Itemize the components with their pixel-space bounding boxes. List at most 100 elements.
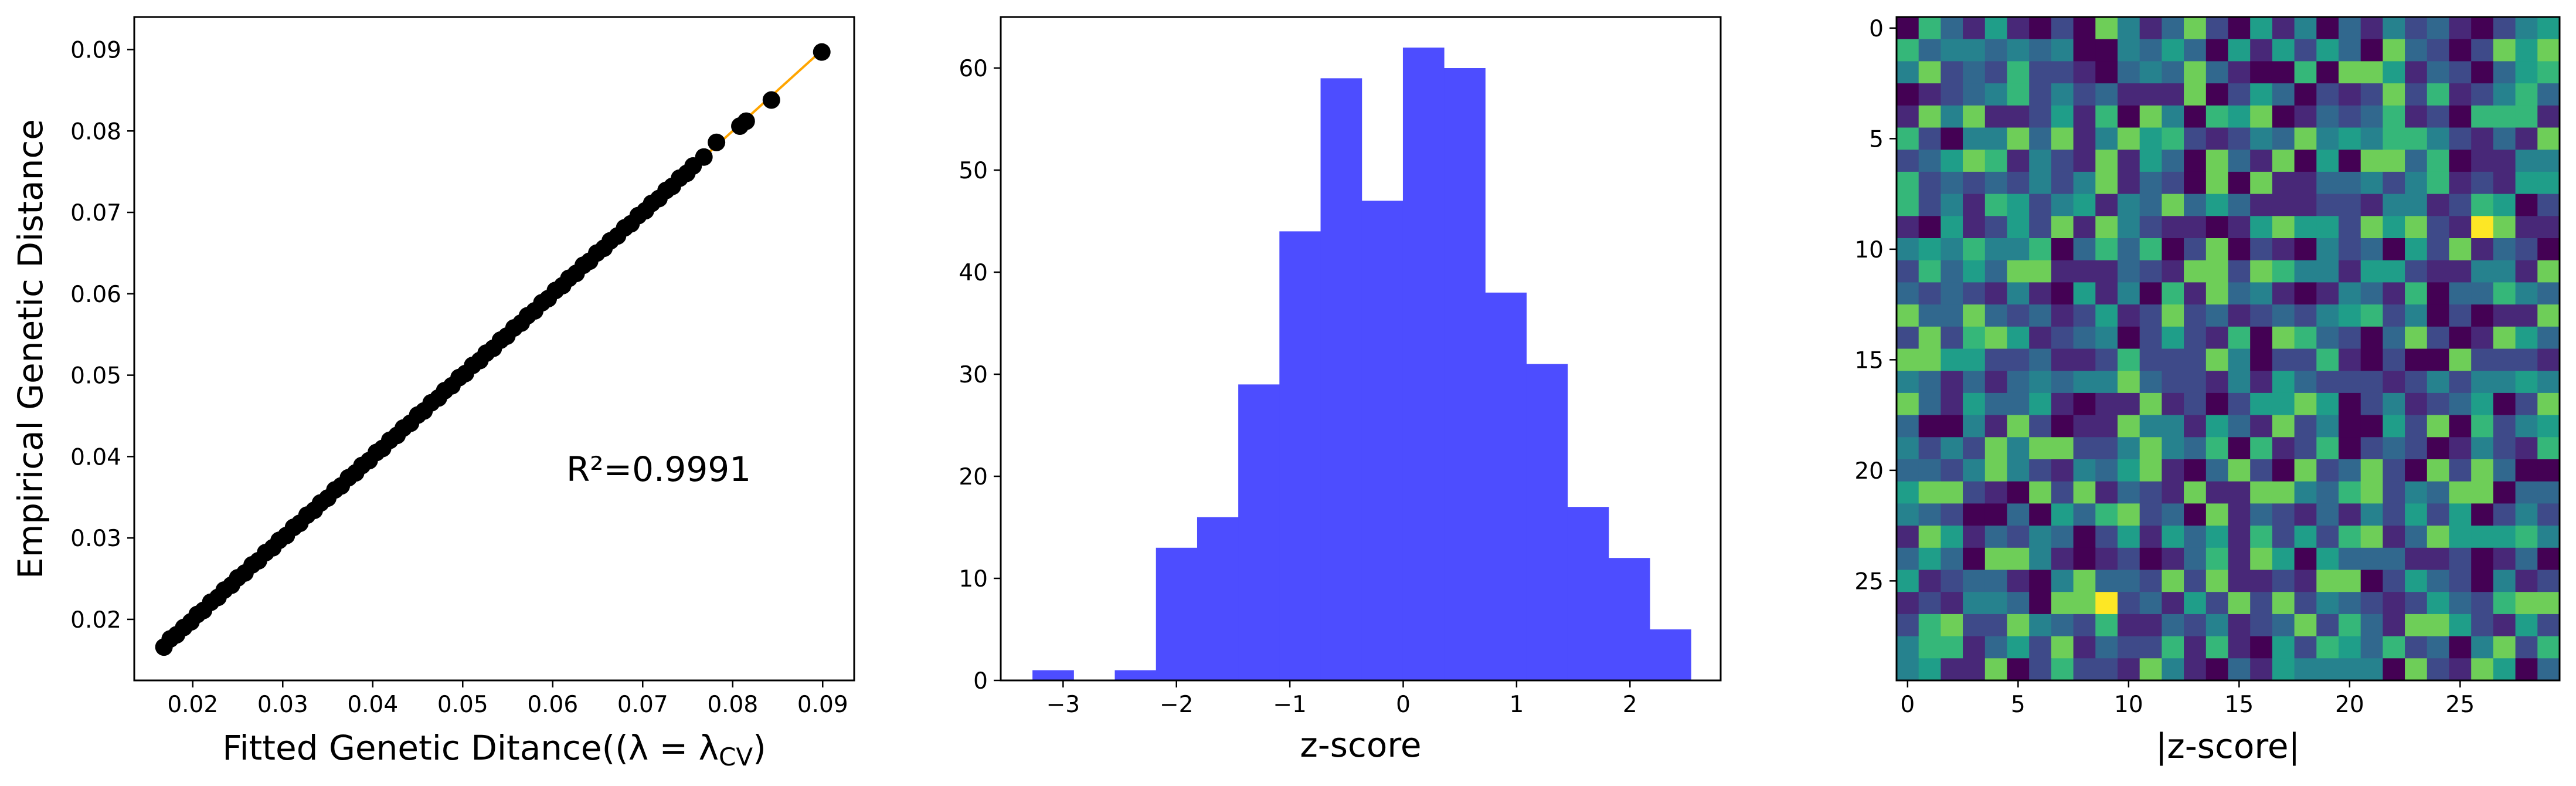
heatmap-cell bbox=[2339, 459, 2361, 482]
heatmap-cell bbox=[2272, 592, 2295, 615]
heatmap-cell bbox=[2515, 658, 2538, 681]
heatmap-cell bbox=[2228, 150, 2251, 172]
heatmap-cell bbox=[2095, 392, 2118, 416]
heatmap-cell bbox=[2250, 437, 2273, 460]
heatmap-cell bbox=[2205, 171, 2229, 195]
heatmap-cell bbox=[2139, 636, 2162, 659]
heatmap-cell bbox=[2205, 415, 2229, 438]
heatmap-cell bbox=[2029, 658, 2052, 681]
scatter-y-tick-label: 0.07 bbox=[70, 200, 121, 226]
heatmap-cell bbox=[2007, 39, 2030, 62]
heatmap-cell bbox=[2250, 547, 2273, 571]
heatmap-cell bbox=[1897, 570, 1919, 592]
scatter-x-tick-label: 0.05 bbox=[437, 692, 488, 718]
heatmap-cell bbox=[2051, 570, 2074, 592]
heatmap-cell bbox=[1918, 570, 1941, 592]
heatmap-cell bbox=[2162, 592, 2184, 615]
heatmap-cell bbox=[2537, 592, 2560, 615]
heatmap-cell bbox=[1984, 526, 2008, 548]
heatmap-cell bbox=[2118, 614, 2140, 637]
heatmap-cell bbox=[2205, 194, 2229, 216]
heatmap-cell bbox=[2095, 238, 2118, 261]
heatmap-cell bbox=[2162, 658, 2184, 681]
heatmap-cell bbox=[1984, 437, 2008, 460]
heatmap-cell bbox=[1984, 83, 2008, 106]
heatmap-cell bbox=[2184, 592, 2207, 615]
heatmap-cell bbox=[2405, 61, 2428, 84]
heatmap-cell bbox=[2493, 83, 2516, 106]
heatmap-cell bbox=[2316, 216, 2339, 239]
heatmap-cell bbox=[2205, 282, 2229, 305]
heatmap-cell bbox=[2515, 481, 2538, 504]
heatmap-cell bbox=[2537, 636, 2560, 659]
heatmap-cell bbox=[2162, 415, 2184, 438]
heatmap-cell bbox=[1963, 570, 1986, 592]
heatmap-cell bbox=[2118, 171, 2140, 195]
scatter-panel: 0.02 0.03 0.04 0.05 0.06 0.07 0.08 0.09 0.020.0… bbox=[11, 16, 855, 771]
heatmap-cell bbox=[1941, 526, 1963, 548]
heatmap-cell bbox=[2471, 171, 2494, 195]
heatmap-cell bbox=[1963, 371, 1986, 394]
heatmap-cell bbox=[2139, 526, 2162, 548]
heatmap-cell bbox=[2250, 326, 2273, 350]
heatmap-cell bbox=[2228, 392, 2251, 416]
heatmap-cell bbox=[2139, 459, 2162, 482]
heatmap-cell bbox=[2162, 570, 2184, 592]
heatmap-cell bbox=[2515, 636, 2538, 659]
heatmap-cell bbox=[1941, 481, 1963, 504]
heatmap-cell bbox=[2360, 437, 2383, 460]
scatter-x-tick-label: 0.04 bbox=[347, 692, 398, 718]
heatmap-cell bbox=[2537, 526, 2560, 548]
heatmap-cell bbox=[2228, 547, 2251, 571]
heatmap-cell bbox=[1918, 437, 1941, 460]
heatmap-cell bbox=[2029, 171, 2052, 195]
heatmap-cell bbox=[1941, 39, 1963, 62]
heatmap-cell bbox=[2493, 260, 2516, 283]
heatmap-cell bbox=[2294, 216, 2317, 239]
heatmap-cell bbox=[1897, 658, 1919, 681]
heatmap-cell bbox=[1963, 61, 1986, 84]
heatmap-cell bbox=[2228, 415, 2251, 438]
heatmap-cell bbox=[1984, 547, 2008, 571]
heatmap-cell bbox=[2339, 17, 2361, 40]
heatmap-cell bbox=[2162, 371, 2184, 394]
heatmap-cell bbox=[1918, 459, 1941, 482]
heatmap-cell bbox=[2205, 636, 2229, 659]
heatmap-cell bbox=[2449, 658, 2472, 681]
heatmap-cell bbox=[2515, 105, 2538, 128]
heatmap-cell bbox=[2383, 547, 2405, 571]
heatmap-cell bbox=[2228, 503, 2251, 526]
heatmap-cell bbox=[2029, 614, 2052, 637]
heatmap-cell bbox=[2250, 304, 2273, 327]
histogram-x-tick-label: 0 bbox=[1396, 692, 1411, 718]
heatmap-cell bbox=[2051, 194, 2074, 216]
heatmap-cell bbox=[2316, 260, 2339, 283]
heatmap-cell bbox=[2250, 238, 2273, 261]
heatmap-cell bbox=[2316, 194, 2339, 216]
heatmap-cell bbox=[2007, 61, 2030, 84]
heatmap-cell bbox=[1984, 371, 2008, 394]
heatmap-cell bbox=[2493, 459, 2516, 482]
heatmap-cell bbox=[2427, 61, 2450, 84]
heatmap-cell bbox=[2118, 61, 2140, 84]
heatmap-cell bbox=[2029, 636, 2052, 659]
histogram-x-tick-label: −1 bbox=[1273, 692, 1307, 718]
heatmap-cell bbox=[2073, 526, 2096, 548]
heatmap-cell bbox=[2405, 105, 2428, 128]
heatmap-cell bbox=[2405, 194, 2428, 216]
heatmap-cell bbox=[2007, 348, 2030, 371]
heatmap-cell bbox=[2339, 547, 2361, 571]
heatmap-cell bbox=[2162, 614, 2184, 637]
heatmap-cell bbox=[2095, 105, 2118, 128]
heatmap-cell bbox=[2029, 459, 2052, 482]
heatmap-cell bbox=[2449, 194, 2472, 216]
heatmap-cell bbox=[2405, 216, 2428, 239]
heatmap-cell bbox=[2250, 503, 2273, 526]
heatmap-cell bbox=[2427, 592, 2450, 615]
heatmap-cell bbox=[2383, 17, 2405, 40]
heatmap-cell bbox=[2515, 415, 2538, 438]
heatmap-cell bbox=[2360, 614, 2383, 637]
heatmap-cell bbox=[2051, 503, 2074, 526]
heatmap-cell bbox=[2205, 459, 2229, 482]
